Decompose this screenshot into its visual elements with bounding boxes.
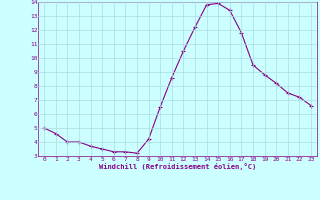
X-axis label: Windchill (Refroidissement éolien,°C): Windchill (Refroidissement éolien,°C): [99, 163, 256, 170]
